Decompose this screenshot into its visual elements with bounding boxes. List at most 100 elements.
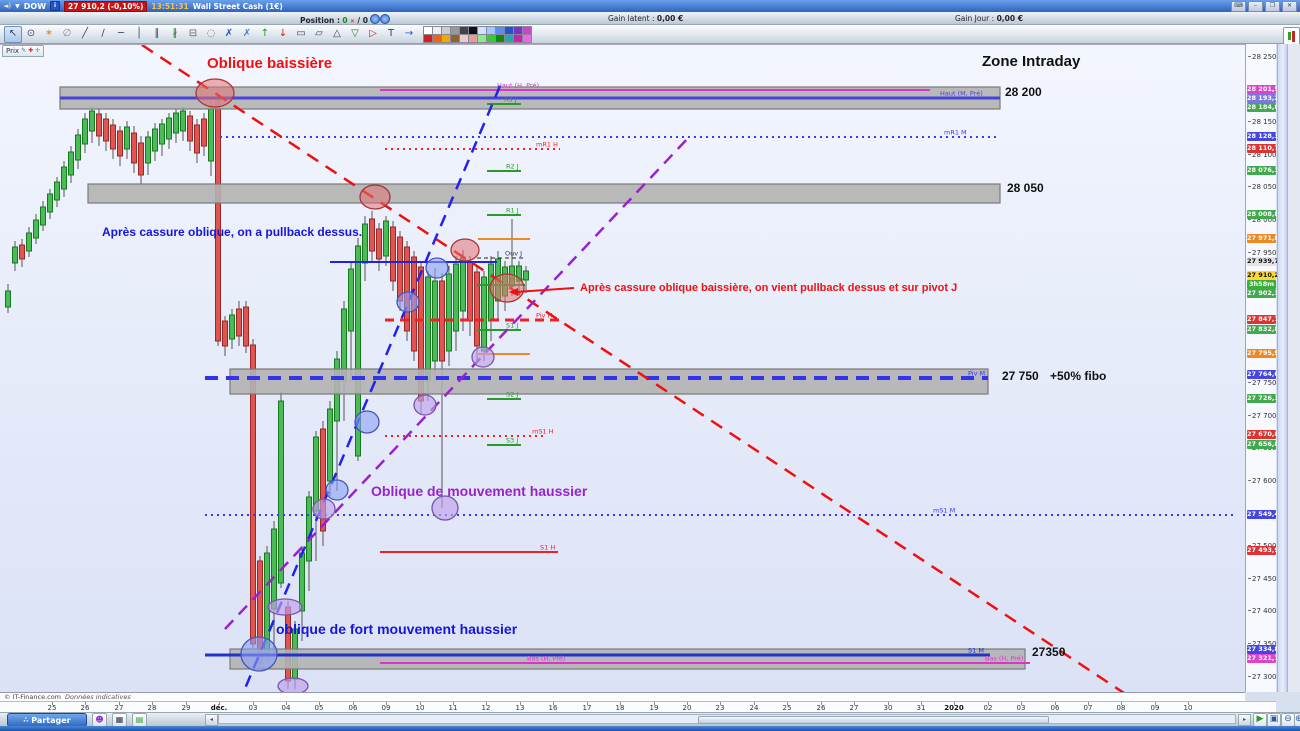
ellipse-marker[interactable] (471, 346, 495, 368)
auto-scroll-icon[interactable]: ▶ (1253, 713, 1267, 727)
pitchfork-tool[interactable]: ∦ (172, 27, 178, 39)
fibonacci-fan-tool[interactable]: ✗ (242, 27, 252, 39)
date-label: 03 (1016, 704, 1026, 712)
scrollbar-thumb[interactable] (698, 716, 1049, 724)
close-button[interactable]: ✕ (1282, 0, 1297, 12)
ellipse-marker[interactable] (359, 184, 391, 210)
scroll-left-arrow[interactable]: ◂ (205, 714, 218, 726)
level-line-label: Piv H (536, 312, 552, 320)
ellipse-marker[interactable] (431, 495, 459, 521)
color-swatch[interactable] (522, 34, 532, 43)
level-line-label: R1 J (506, 207, 519, 215)
expand-icon[interactable]: ✛ (35, 47, 41, 54)
alarm-tool[interactable]: ✶ (44, 27, 54, 39)
ellipse-marker[interactable] (325, 479, 349, 501)
speaker-icon[interactable]: ◄) (3, 2, 12, 10)
chart-canvas[interactable]: Haut (H, Pré) Haut (M, Pré) R3 J mR1 M mR1 H… (0, 44, 1245, 693)
candle (173, 112, 179, 134)
candle (19, 244, 25, 260)
symbol-dropdown-arrow[interactable]: ▼ (15, 2, 20, 10)
price-tick: 27 950 (1248, 249, 1277, 257)
triangle-tool[interactable]: △ (333, 27, 341, 39)
info-icon[interactable]: i (50, 1, 61, 11)
keyboard-icon[interactable]: ⌨ (1231, 0, 1246, 12)
ellipse-marker[interactable] (489, 273, 525, 303)
ellipse-marker[interactable] (240, 636, 278, 672)
candle (327, 408, 333, 482)
share-button[interactable]: ∴ Partager (7, 713, 87, 727)
minimize-button[interactable]: – (1248, 0, 1263, 12)
sell-arrow-tool[interactable]: ↓ (278, 27, 288, 39)
time-axis[interactable]: 25 26 27 28 29 déc. 03 04 05 06 09 10 11 12 13 16 17 18 19… (0, 701, 1276, 712)
delete-drawing-tool[interactable]: ⊟ (188, 27, 198, 39)
position-info-icon[interactable] (370, 14, 381, 24)
price-level-chip: 27 670,8 (1247, 430, 1279, 439)
wrench-icon[interactable]: ✎ (21, 47, 27, 54)
ellipse-marker[interactable] (354, 410, 380, 434)
semi-line-tool[interactable]: ∕ (101, 27, 105, 39)
oblique-baissiere-line[interactable] (141, 45, 1125, 693)
zoom-tool[interactable]: ⊙ (26, 27, 36, 39)
candle (467, 261, 473, 322)
horizontal-scrollbar[interactable] (218, 714, 1236, 724)
ellipse-marker[interactable] (450, 238, 480, 262)
pullback-note-2[interactable]: Après cassure oblique baissière, on vien… (580, 282, 958, 294)
zoom-out-icon[interactable]: ⊖ (1281, 713, 1295, 727)
oblique-fort-haussier-line[interactable] (238, 85, 502, 693)
oblique-baissiere-label[interactable]: Oblique baissière (207, 55, 333, 72)
lasso-tool[interactable]: ◌ (206, 27, 216, 39)
zoom-in-icon[interactable]: ⊕ (1294, 713, 1300, 727)
zone-intraday-label[interactable]: Zone Intraday (982, 53, 1081, 70)
brokers-icon[interactable]: ☻ (92, 713, 107, 727)
parallel-channel-tool[interactable]: ∥ (154, 27, 160, 39)
arrow-annotation-tool[interactable]: → (404, 27, 414, 39)
scroll-right-arrow[interactable]: ▸ (1238, 714, 1251, 726)
buy-arrow-tool[interactable]: ↑ (260, 27, 270, 39)
pullback-note-1[interactable]: Après cassure oblique, on a pullback des… (102, 225, 363, 239)
horizontal-line-tool[interactable]: ─ (117, 27, 125, 39)
candle (320, 428, 326, 532)
ellipse-marker[interactable] (425, 257, 449, 279)
price-tick: 28 100 (1248, 151, 1277, 159)
position-settings-icon[interactable] (380, 14, 391, 24)
oblique-haussier-label[interactable]: Oblique de mouvement haussier (371, 483, 588, 499)
ellipse-marker[interactable] (413, 394, 437, 416)
zone-band[interactable] (229, 368, 989, 395)
candle (446, 273, 452, 352)
date-label: 10 (415, 704, 425, 712)
ellipse-marker[interactable] (267, 598, 303, 616)
pattern-tool[interactable]: ▷ (369, 27, 377, 39)
oblique-fort-haussier-label[interactable]: oblique de fort mouvement haussier (276, 621, 518, 637)
quadrilateral-tool[interactable]: ▱ (315, 27, 323, 39)
price-level-chip: 27 971,8 (1247, 234, 1279, 243)
pointer-tool[interactable]: ↖ (4, 25, 22, 43)
vertical-line-tool[interactable]: │ (135, 27, 143, 39)
wedge-tool[interactable]: ▽ (351, 27, 359, 39)
volume-icon[interactable]: ▤ (132, 713, 147, 727)
level-line-label: Bas (H, Pré) (527, 655, 565, 663)
fibonacci-tool[interactable]: ✗ (224, 27, 234, 39)
ellipse-marker[interactable] (195, 78, 235, 108)
market-grid-icon[interactable]: ▦ (112, 713, 127, 727)
price-chart[interactable]: Haut (H, Pré) Haut (M, Pré) R3 J mR1 M mR1 H… (0, 45, 1245, 693)
eraser-tool[interactable]: ∅ (62, 27, 72, 39)
support-resistance-zones[interactable] (59, 86, 1026, 670)
text-tool[interactable]: T (387, 27, 395, 39)
level-line-label: Haut (M, Pré) (940, 90, 983, 98)
restore-button[interactable]: ❐ (1265, 0, 1280, 12)
oblique-haussier-line[interactable] (224, 135, 691, 630)
price-axis[interactable]: 28 250 28 150 28 100 28 050 28 000 27 950 27 7… (1245, 44, 1279, 692)
ellipse-marker[interactable] (277, 677, 309, 693)
zoom-select-icon[interactable]: ▣ (1267, 713, 1281, 727)
rectangle-tool[interactable]: ▭ (296, 27, 306, 39)
trendline-tool[interactable]: ╱ (81, 27, 89, 39)
ellipse-marker[interactable] (312, 498, 336, 520)
zone-band[interactable] (87, 183, 1001, 204)
vertical-scrollbar[interactable] (1277, 44, 1288, 692)
zone-band[interactable] (229, 648, 1026, 670)
add-icon[interactable]: ✚ (28, 47, 34, 54)
annotation-arrow[interactable] (515, 287, 575, 293)
price-panel-tab[interactable]: Prix ✎ ✚ ✛ (2, 45, 45, 57)
indicator-panel-button[interactable] (1283, 27, 1300, 45)
ellipse-marker[interactable] (396, 291, 420, 313)
